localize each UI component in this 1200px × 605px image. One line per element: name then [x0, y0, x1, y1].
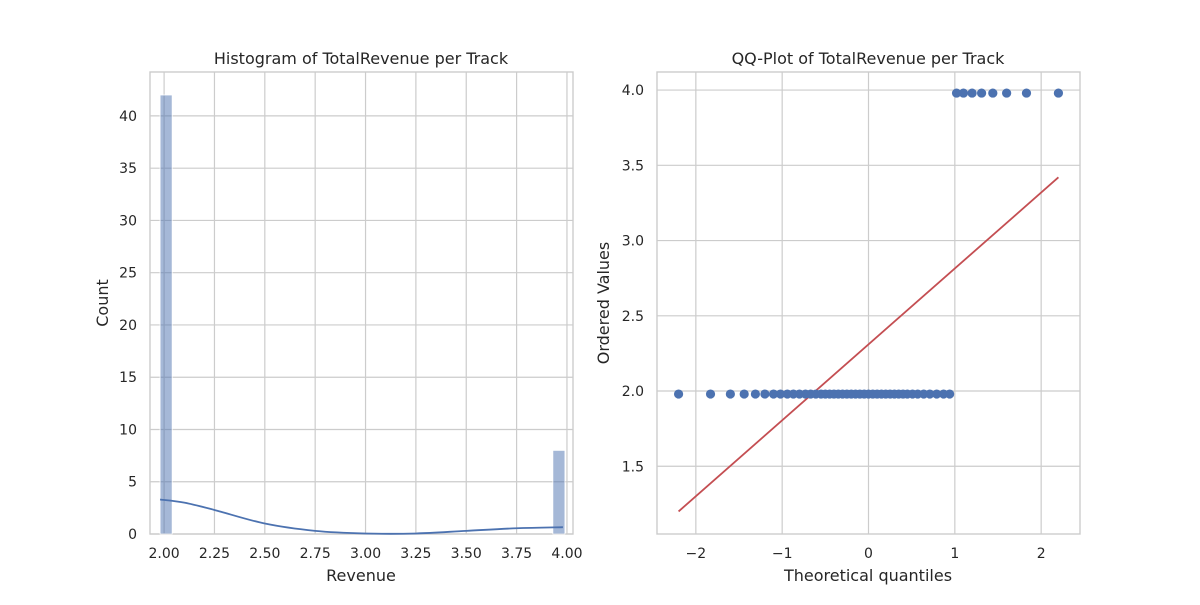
- qq-plot-point: [925, 389, 935, 399]
- qq-plot-point: [932, 389, 942, 399]
- qq-plot-point: [988, 88, 998, 98]
- qq-plot-fit-line: [677, 176, 1060, 513]
- histogram-kde-curve: [159, 498, 563, 535]
- qq-plot-x-tick-label: 2: [1037, 546, 1046, 562]
- histogram-x-tick-label: 2.25: [199, 546, 230, 562]
- qq-plot-x-tick-label: 1: [950, 546, 959, 562]
- qq-plot-point: [673, 389, 684, 399]
- qq-plot-point: [760, 389, 770, 399]
- histogram-x-tick-label: 2.00: [149, 546, 180, 562]
- histogram-panel: 2.00 2.25 2.50 2.75 3.00 3.25 3.50 3.75 4.00 0 5 1…: [93, 49, 583, 585]
- qq-plot-point: [750, 389, 761, 399]
- histogram-bars: [159, 94, 566, 535]
- histogram-bar: [159, 94, 173, 535]
- qq-plot-x-tick-label: 0: [864, 546, 873, 562]
- histogram-y-tick-label: 25: [119, 266, 137, 282]
- histogram-y-tick-label: 0: [128, 527, 137, 543]
- histogram-y-tick-label: 35: [119, 161, 137, 177]
- qq-plot-point: [951, 88, 962, 98]
- qq-plot-y-tick-label: 2.0: [622, 384, 644, 400]
- qq-plot-point: [725, 389, 735, 399]
- histogram-y-tick-label: 30: [119, 213, 137, 229]
- qq-plot-x-ticks: −2 −1 0 1 2: [686, 546, 1046, 562]
- qq-plot-point: [1021, 88, 1032, 98]
- qq-plot-point: [967, 88, 977, 98]
- qq-plot-y-tick-label: 3.5: [622, 158, 644, 174]
- histogram-y-tick-label: 20: [119, 318, 137, 334]
- qq-plot-x-tick-label: −1: [772, 546, 793, 562]
- qq-plot-panel: −2 −1 0 1 2 1.5 2.0 2.5 3.0 3.5 4.0 QQ-Plot of To…: [594, 49, 1081, 585]
- qq-plot-point: [705, 389, 716, 399]
- qq-plot-points: [673, 88, 1064, 399]
- qq-plot-y-tick-label: 1.5: [622, 459, 644, 475]
- histogram-kde: [159, 498, 563, 535]
- histogram-x-tick-label: 3.25: [400, 546, 431, 562]
- qq-plot-title: QQ-Plot of TotalRevenue per Track: [732, 49, 1006, 68]
- histogram-y-tick-label: 10: [119, 422, 137, 438]
- qq-plot-point: [739, 389, 749, 399]
- histogram-title: Histogram of TotalRevenue per Track: [214, 49, 509, 68]
- qq-plot-x-label: Theoretical quantiles: [783, 566, 952, 585]
- histogram-x-tick-label: 3.00: [350, 546, 381, 562]
- histogram-axes-frame: [149, 71, 574, 535]
- qq-plot-y-tick-label: 2.5: [622, 309, 644, 325]
- histogram-x-tick-label: 2.75: [300, 546, 331, 562]
- qq-plot-x-tick-label: −2: [686, 546, 707, 562]
- histogram-y-ticks: 0 5 10 15 20 25 30 35 40: [119, 109, 137, 543]
- qq-plot-y-ticks: 1.5 2.0 2.5 3.0 3.5 4.0: [622, 83, 644, 475]
- qq-plot-point: [775, 389, 786, 399]
- qq-plot-point: [1053, 88, 1064, 98]
- qq-plot-reference-line: [677, 176, 1060, 513]
- histogram-x-label: Revenue: [326, 566, 396, 585]
- histogram-x-tick-label: 3.50: [451, 546, 482, 562]
- histogram-y-tick-label: 5: [128, 475, 137, 491]
- histogram-x-ticks: 2.00 2.25 2.50 2.75 3.00 3.25 3.50 3.75 4.00: [149, 546, 583, 562]
- histogram-x-tick-label: 2.50: [249, 546, 280, 562]
- qq-plot-point: [768, 389, 779, 399]
- qq-plot-grid: [657, 72, 1080, 534]
- histogram-y-tick-label: 15: [119, 370, 137, 386]
- histogram-y-tick-label: 40: [119, 109, 137, 125]
- qq-plot-y-label: Ordered Values: [594, 242, 613, 364]
- qq-plot-y-tick-label: 4.0: [622, 83, 644, 99]
- qq-plot-point: [945, 389, 955, 399]
- qq-plot-y-tick-label: 3.0: [622, 234, 644, 250]
- histogram-x-tick-label: 3.75: [501, 546, 532, 562]
- qq-plot-point: [976, 88, 987, 98]
- histogram-y-label: Count: [93, 279, 112, 327]
- histogram-bar: [552, 449, 566, 535]
- histogram-x-tick-label: 4.00: [551, 546, 582, 562]
- qq-plot-point: [958, 88, 969, 98]
- histogram-grid: [150, 72, 573, 535]
- qq-plot-point: [1002, 88, 1012, 98]
